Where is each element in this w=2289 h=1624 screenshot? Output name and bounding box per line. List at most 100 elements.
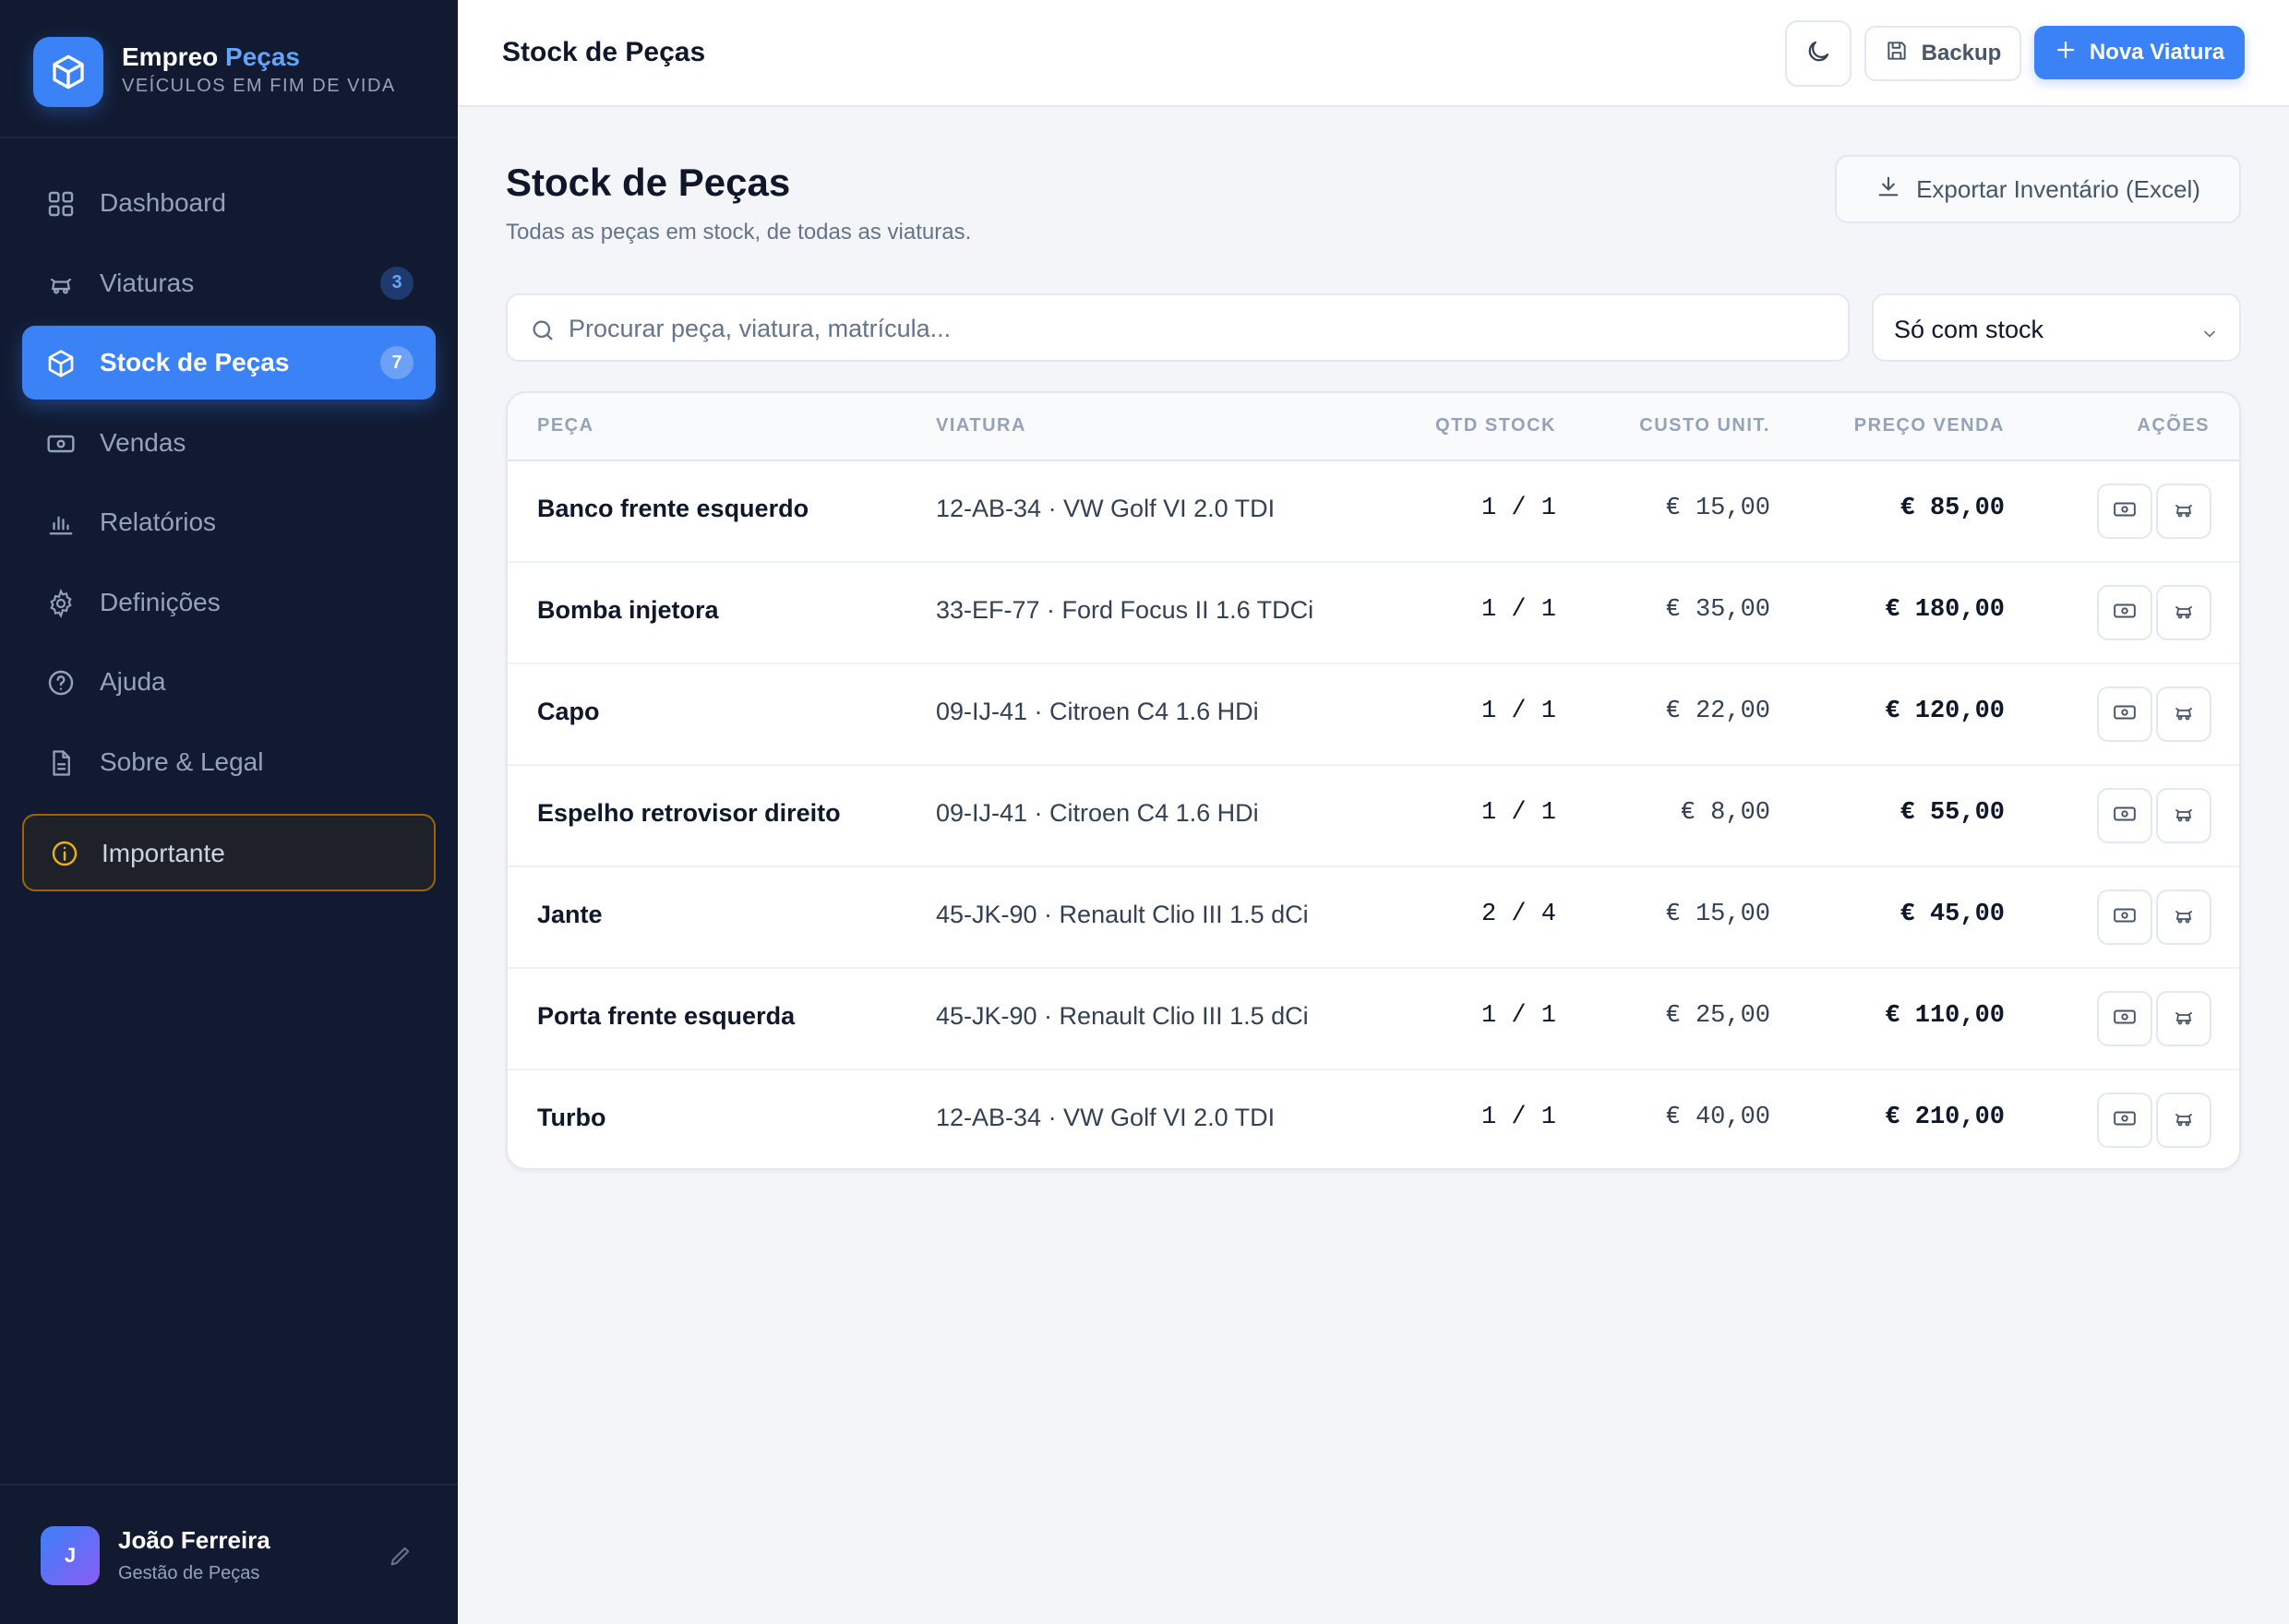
search-input[interactable] <box>569 308 1824 349</box>
view-vehicle-button[interactable] <box>2156 585 2211 640</box>
user-role: Gestão de Peças <box>118 1563 260 1583</box>
part-name: Bomba injetora <box>537 596 719 624</box>
sell-part-button[interactable] <box>2097 585 2152 640</box>
stock-qty: 1 / 1 <box>1480 596 1556 624</box>
avatar: J <box>41 1526 100 1585</box>
sidebar-item-stock[interactable]: Stock de Peças 7 <box>22 326 436 400</box>
export-inventory-button[interactable]: Exportar Inventário (Excel) <box>1835 155 2241 223</box>
view-vehicle-button[interactable] <box>2156 991 2211 1046</box>
edit-pencil-icon[interactable] <box>388 1543 413 1573</box>
sidebar-item-viaturas[interactable]: Viaturas 3 <box>22 246 436 320</box>
car-icon <box>2173 498 2195 525</box>
topbar-title: Stock de Peças <box>502 37 706 67</box>
document-icon <box>46 748 76 778</box>
car-icon <box>2173 701 2195 728</box>
important-notice-button[interactable]: Importante <box>22 814 436 891</box>
stock-filter-select[interactable]: Só com stock <box>1872 293 2241 362</box>
car-icon <box>2173 904 2195 931</box>
cash-icon <box>2113 903 2137 932</box>
sidebar-item-sobre[interactable]: Sobre & Legal <box>22 725 436 799</box>
important-label: Importante <box>102 839 225 867</box>
sell-part-button[interactable] <box>2097 484 2152 539</box>
view-vehicle-button[interactable] <box>2156 687 2211 742</box>
column-header-actions: AÇÕES <box>2137 415 2210 436</box>
sale-price: € 210,00 <box>1885 1104 2005 1131</box>
table-row[interactable]: Banco frente esquerdo 12-AB-34 · VW Golf … <box>508 461 2239 563</box>
stock-filter-value: Só com stock <box>1894 316 2044 343</box>
cash-icon <box>46 429 76 459</box>
new-vehicle-button[interactable]: Nova Viatura <box>2034 26 2245 79</box>
sidebar-item-label: Stock de Peças <box>100 348 290 376</box>
vehicle-ref: 12-AB-34 · VW Golf VI 2.0 TDI <box>936 495 1276 522</box>
sidebar-nav: Dashboard Viaturas 3 Stock de Peças 7 Ve… <box>22 166 436 805</box>
brand-name: Empreo Peças <box>122 42 300 71</box>
car-icon <box>2173 600 2195 627</box>
sell-part-button[interactable] <box>2097 687 2152 742</box>
part-name: Porta frente esquerda <box>537 1002 796 1030</box>
bar-chart-icon <box>46 508 76 538</box>
sidebar-item-ajuda[interactable]: Ajuda <box>22 645 436 719</box>
view-vehicle-button[interactable] <box>2156 1093 2211 1148</box>
sell-part-button[interactable] <box>2097 991 2152 1046</box>
plus-icon <box>2055 39 2077 67</box>
search-icon <box>530 317 556 348</box>
vehicle-ref: 12-AB-34 · VW Golf VI 2.0 TDI <box>936 1104 1276 1131</box>
chevron-down-icon <box>2200 321 2219 350</box>
sale-price: € 180,00 <box>1885 596 2005 624</box>
view-vehicle-button[interactable] <box>2156 890 2211 945</box>
sale-price: € 85,00 <box>1900 495 2005 522</box>
new-vehicle-label: Nova Viatura <box>2089 40 2225 65</box>
unit-cost: € 15,00 <box>1665 495 1770 522</box>
table-row[interactable]: Jante 45-JK-90 · Renault Clio III 1.5 dCi… <box>508 867 2239 969</box>
backup-button[interactable]: Backup <box>1864 26 2021 81</box>
car-icon <box>46 269 76 299</box>
cash-icon <box>2113 802 2137 830</box>
sidebar-item-dashboard[interactable]: Dashboard <box>22 166 436 240</box>
part-name: Turbo <box>537 1104 606 1131</box>
vehicle-ref: 45-JK-90 · Renault Clio III 1.5 dCi <box>936 1002 1309 1030</box>
count-badge: 3 <box>380 266 413 300</box>
unit-cost: € 40,00 <box>1665 1104 1770 1131</box>
theme-toggle-button[interactable] <box>1785 20 1852 87</box>
sidebar-item-relatorios[interactable]: Relatórios <box>22 485 436 559</box>
save-icon <box>1885 39 1909 69</box>
user-name: João Ferreira <box>118 1526 270 1554</box>
stock-qty: 1 / 1 <box>1480 1104 1556 1131</box>
stock-qty: 2 / 4 <box>1480 901 1556 928</box>
unit-cost: € 15,00 <box>1665 901 1770 928</box>
table-header: PEÇA VIATURA QTD STOCK CUSTO UNIT. PREÇO… <box>508 393 2239 461</box>
car-icon <box>2173 803 2195 830</box>
table-row[interactable]: Bomba injetora 33-EF-77 · Ford Focus II 1… <box>508 563 2239 664</box>
table-row[interactable]: Capo 09-IJ-41 · Citroen C4 1.6 HDi 1 / 1 € … <box>508 664 2239 766</box>
sell-part-button[interactable] <box>2097 890 2152 945</box>
page-subtitle: Todas as peças em stock, de todas as via… <box>506 220 972 245</box>
vehicle-ref: 09-IJ-41 · Citroen C4 1.6 HDi <box>936 698 1259 725</box>
sell-part-button[interactable] <box>2097 1093 2152 1148</box>
part-name: Jante <box>537 901 603 928</box>
table-row[interactable]: Espelho retrovisor direito 09-IJ-41 · Cit… <box>508 766 2239 867</box>
brand-subtitle: VEÍCULOS EM FIM DE VIDA <box>122 76 396 96</box>
stock-qty: 1 / 1 <box>1480 1002 1556 1030</box>
sale-price: € 55,00 <box>1900 799 2005 827</box>
sidebar: Empreo Peças VEÍCULOS EM FIM DE VIDA Das… <box>0 0 458 1624</box>
column-header-price: PREÇO VENDA <box>1853 415 2005 436</box>
gear-icon <box>46 588 76 618</box>
search-box <box>506 293 1850 362</box>
view-vehicle-button[interactable] <box>2156 788 2211 843</box>
backup-label: Backup <box>1921 41 2002 66</box>
unit-cost: € 35,00 <box>1665 596 1770 624</box>
sidebar-item-definicoes[interactable]: Definições <box>22 566 436 639</box>
sidebar-item-label: Dashboard <box>100 188 226 217</box>
stock-qty: 1 / 1 <box>1480 495 1556 522</box>
table-row[interactable]: Porta frente esquerda 45-JK-90 · Renault … <box>508 969 2239 1070</box>
info-icon <box>50 839 79 875</box>
sidebar-item-vendas[interactable]: Vendas <box>22 406 436 480</box>
table-row[interactable]: Turbo 12-AB-34 · VW Golf VI 2.0 TDI 1 / 1 €… <box>508 1070 2239 1168</box>
part-name: Banco frente esquerdo <box>537 495 809 522</box>
view-vehicle-button[interactable] <box>2156 484 2211 539</box>
unit-cost: € 25,00 <box>1665 1002 1770 1030</box>
sale-price: € 120,00 <box>1885 698 2005 725</box>
sell-part-button[interactable] <box>2097 788 2152 843</box>
unit-cost: € 22,00 <box>1665 698 1770 725</box>
user-profile: J João Ferreira Gestão de Peças <box>0 1484 458 1624</box>
